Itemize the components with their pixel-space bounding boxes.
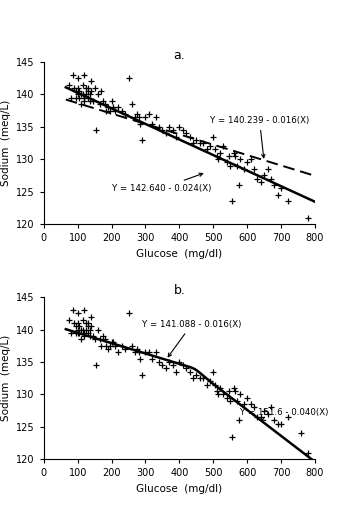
Text: Y = 151.6 - 0.040(X): Y = 151.6 - 0.040(X) <box>240 408 329 421</box>
X-axis label: Glucose  (mg/dl): Glucose (mg/dl) <box>136 249 223 259</box>
Text: Y = 141.088 - 0.016(X): Y = 141.088 - 0.016(X) <box>142 320 242 357</box>
X-axis label: Glucose  (mg/dl): Glucose (mg/dl) <box>136 484 223 494</box>
Text: Y = 140.239 - 0.016(X): Y = 140.239 - 0.016(X) <box>210 116 309 158</box>
Y-axis label: Sodium  (meq/L): Sodium (meq/L) <box>1 100 10 186</box>
Title: a.: a. <box>174 49 185 62</box>
Text: Y = 142.640 - 0.024(X): Y = 142.640 - 0.024(X) <box>112 173 211 193</box>
Title: b.: b. <box>174 284 185 297</box>
Y-axis label: Sodium  (meq/L): Sodium (meq/L) <box>1 335 10 421</box>
